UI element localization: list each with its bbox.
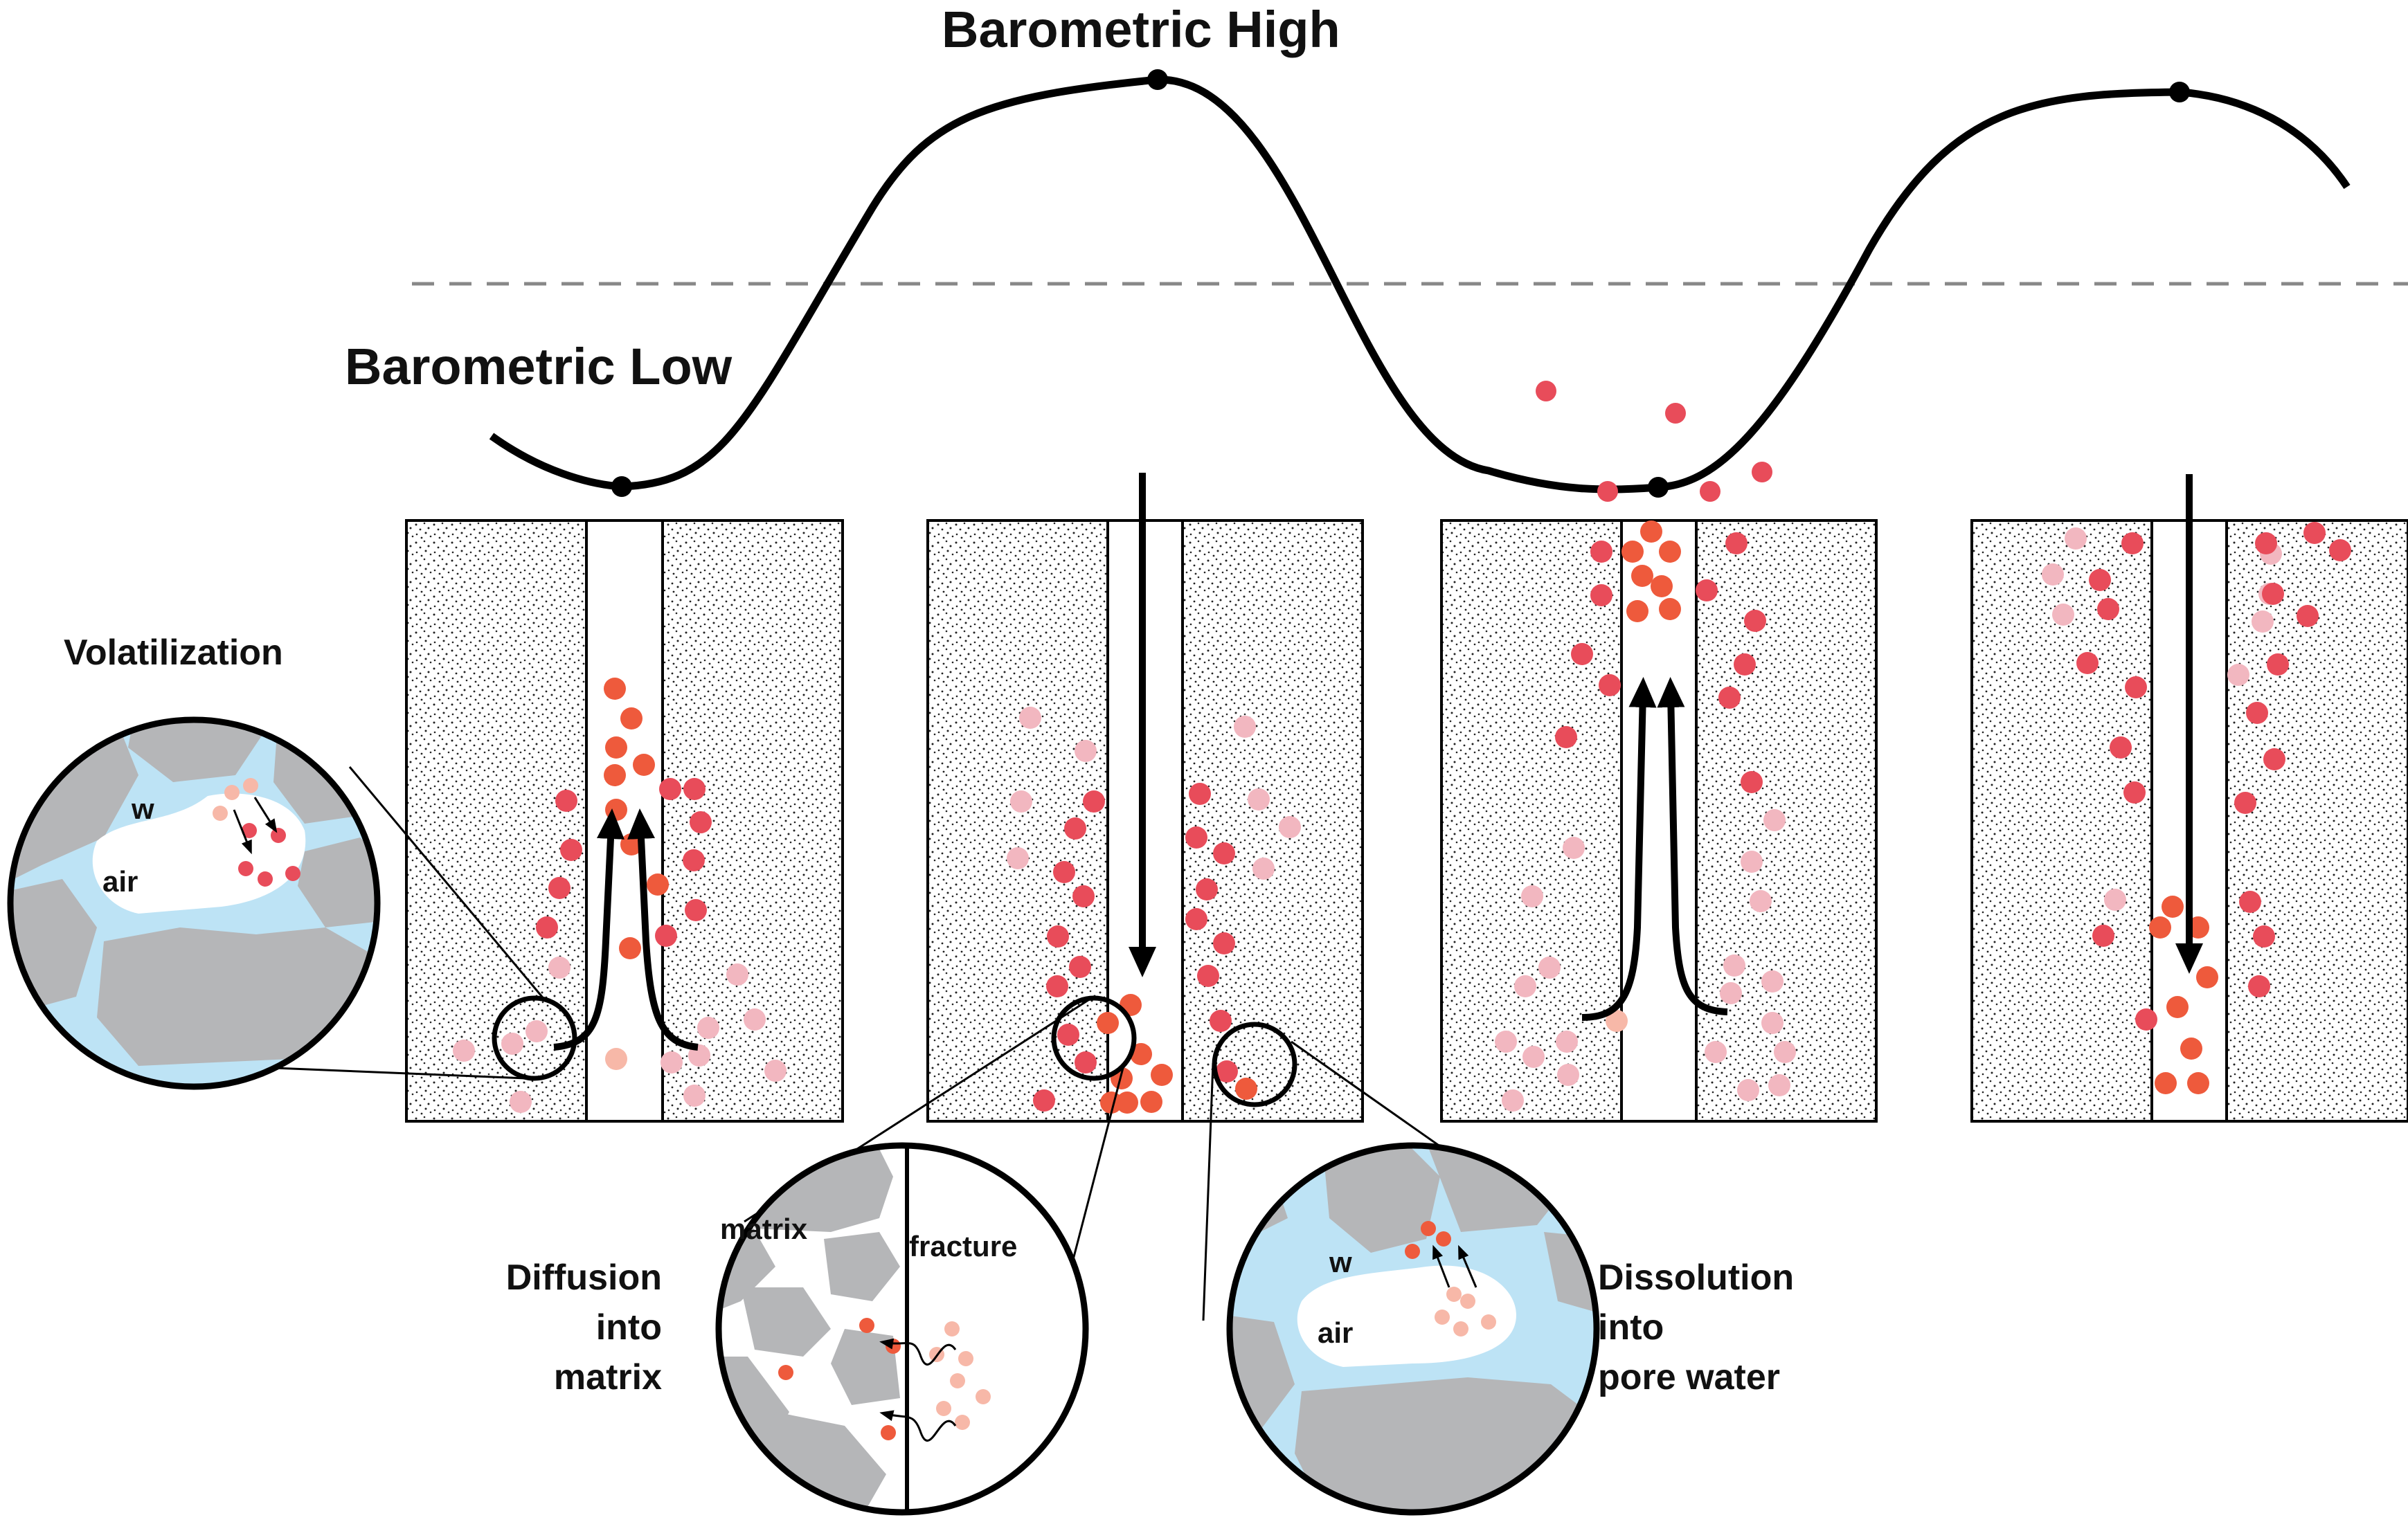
- dissolution-title-line1: Dissolution: [1598, 1258, 1794, 1298]
- volatilization-particle: [224, 785, 240, 800]
- diffusion-particle: [950, 1373, 965, 1388]
- diffusion-particle: [936, 1401, 951, 1416]
- volatilization-arrow: [253, 797, 278, 833]
- diffusion-wave-icon: [879, 1338, 957, 1366]
- dissolution-inset: w air Dissolution into pore water: [1226, 1142, 1794, 1516]
- panel-3-airflow-arrow-left: [1581, 677, 1657, 1021]
- dissolution-water-label: w: [1329, 1246, 1352, 1278]
- diffusion-fracture-label: fracture: [909, 1230, 1017, 1262]
- diffusion-wave-icon: [879, 1410, 957, 1442]
- barometric-pressure-curve: [489, 75, 2351, 493]
- dissolution-particle: [1460, 1294, 1475, 1309]
- diffusion-particle: [859, 1318, 874, 1333]
- volatilization-water-label: w: [131, 792, 154, 825]
- diffusion-title-line3: matrix: [554, 1357, 662, 1397]
- volatilization-inset: w air Volatilization: [7, 633, 381, 1090]
- diffusion-particle: [778, 1365, 793, 1380]
- panel-4-descending-air: [1970, 474, 2408, 1123]
- diffusion-title-line2: into: [596, 1307, 662, 1348]
- low-point-marker-2: [1648, 477, 1669, 498]
- dissolution-particle: [1435, 1310, 1450, 1325]
- dissolution-particle: [1453, 1321, 1468, 1337]
- dissolution-arrow: [1432, 1244, 1450, 1288]
- surface-vapor-plume: [1536, 381, 1772, 502]
- volatilization-particle: [243, 778, 258, 793]
- dissolution-particle: [1405, 1244, 1420, 1259]
- low-point-marker-1: [611, 476, 632, 497]
- panel-1-magnifier-circle: [492, 995, 577, 1081]
- volatilization-air-label: air: [102, 865, 138, 898]
- dissolution-title-line3: pore water: [1598, 1357, 1780, 1397]
- barometric-low-label: Barometric Low: [345, 338, 733, 395]
- dissolution-particle: [1481, 1314, 1496, 1330]
- diffusion-particle: [958, 1351, 973, 1366]
- panel-2-magnifier-circle-right: [1212, 1022, 1297, 1107]
- dissolution-title-line2: into: [1598, 1307, 1664, 1348]
- dissolution-air-label: air: [1318, 1316, 1353, 1349]
- diffusion-particle: [976, 1389, 991, 1404]
- volatilization-particle: [271, 828, 286, 843]
- diffusion-particle: [881, 1425, 896, 1440]
- volatilization-arrow: [233, 809, 252, 855]
- diffusion-matrix-label: matrix: [720, 1213, 808, 1245]
- dissolution-particle: [1446, 1287, 1462, 1302]
- panel-1-airflow-arrow-left: [553, 808, 625, 1051]
- dissolution-particle: [1421, 1221, 1436, 1236]
- panel-1-airflow-arrow-right: [627, 808, 699, 1051]
- panel-3-airflow-arrow-right: [1657, 677, 1728, 1015]
- volatilization-particle: [258, 871, 273, 887]
- panel-1-rising-vapor: [405, 519, 844, 1123]
- volatilization-particle: [242, 823, 257, 838]
- panel-3-venting-vapor: [1440, 519, 1878, 1123]
- diffusion-title-line1: Diffusion: [506, 1258, 662, 1298]
- volatilization-particle: [213, 806, 228, 821]
- diffusion-particle: [944, 1321, 960, 1337]
- panel-2-magnifier-circle-left: [1051, 995, 1137, 1081]
- panel-4-particles: [2042, 522, 2351, 1094]
- volatilization-title: Volatilization: [64, 633, 283, 673]
- diffusion-inset: matrix fracture Diffusion into matrix: [506, 1142, 1089, 1516]
- panel-3-particles: [1495, 520, 1796, 1112]
- high-point-marker-1: [1147, 69, 1168, 90]
- diffusion-particle: [886, 1339, 901, 1354]
- high-point-marker-2: [2169, 82, 2190, 102]
- volatilization-particle: [285, 866, 300, 881]
- panel-2-particles: [1007, 707, 1301, 1114]
- dissolution-particle: [1436, 1231, 1451, 1247]
- volatilization-particle: [238, 861, 253, 876]
- barometric-high-label: Barometric High: [942, 1, 1340, 58]
- panel-1-particles: [453, 678, 787, 1113]
- panel-2-descending-air: [926, 473, 1364, 1123]
- dissolution-arrow: [1458, 1244, 1477, 1288]
- diffusion-particle: [955, 1415, 970, 1430]
